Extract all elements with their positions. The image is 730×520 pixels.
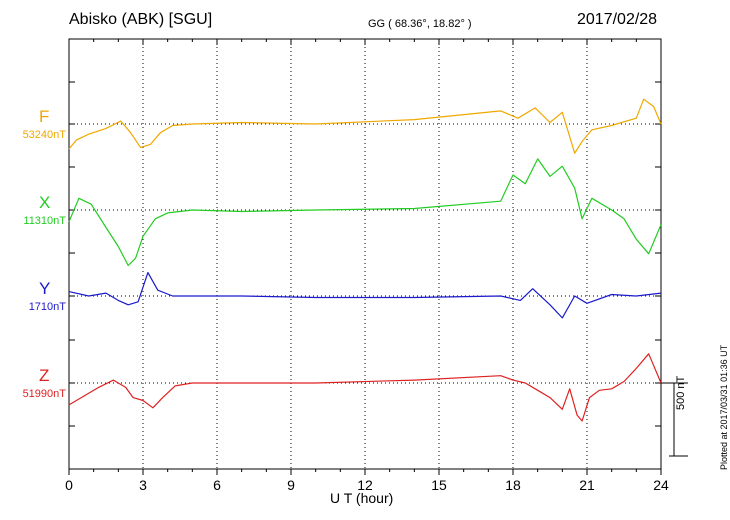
coordinates-label: GG ( 68.36°, 18.82° ) bbox=[368, 18, 472, 30]
series-name-y: Y bbox=[39, 279, 51, 298]
plotted-note: Plotted at 2017/03/31 01:36 UT bbox=[719, 344, 729, 470]
x-tick-label: 24 bbox=[653, 477, 669, 493]
series-name-z: Z bbox=[39, 366, 50, 385]
series-line-z bbox=[68, 353, 662, 422]
x-tick-label: 18 bbox=[505, 477, 521, 493]
x-axis-title: U T (hour) bbox=[330, 490, 394, 506]
date-label: 2017/02/28 bbox=[577, 11, 658, 28]
series-line-y bbox=[68, 272, 662, 319]
x-tick-label: 12 bbox=[357, 477, 373, 493]
series-name-f: F bbox=[39, 107, 50, 126]
series-baseline-x: 11310nT bbox=[23, 215, 66, 227]
x-tick-label: 21 bbox=[579, 477, 595, 493]
x-tick-label: 15 bbox=[431, 477, 447, 493]
x-tick-label: 0 bbox=[65, 477, 73, 493]
series-line-f bbox=[68, 98, 662, 154]
series-baseline-z: 51990nT bbox=[22, 388, 66, 400]
series-line-x bbox=[68, 158, 662, 267]
station-title: Abisko (ABK) [SGU] bbox=[69, 11, 213, 28]
x-tick-label: 3 bbox=[139, 477, 147, 493]
series-baseline-f: 53240nT bbox=[22, 129, 66, 141]
series-baseline-y: 1710nT bbox=[28, 301, 66, 313]
scale-bar-label: 500 nT bbox=[675, 375, 687, 410]
series-name-x: X bbox=[39, 193, 51, 212]
x-tick-label: 9 bbox=[287, 477, 295, 493]
x-tick-label: 6 bbox=[213, 477, 221, 493]
